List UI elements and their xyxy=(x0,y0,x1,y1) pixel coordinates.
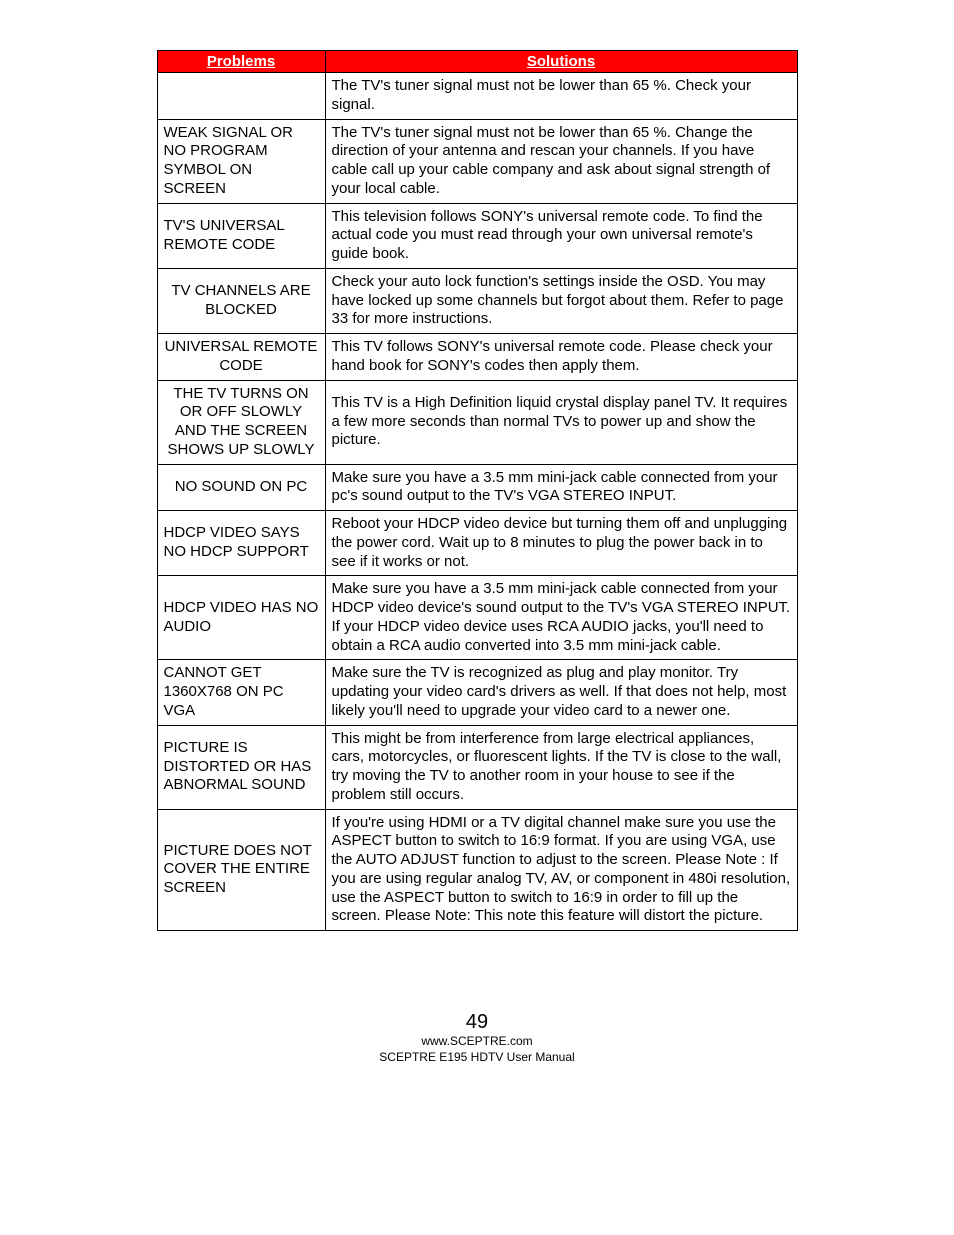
table-row: UNIVERSAL REMOTE CODEThis TV follows SON… xyxy=(157,334,797,381)
solution-cell: This might be from interference from lar… xyxy=(325,725,797,809)
table-row: TV'S UNIVERSAL REMOTE CODEThis televisio… xyxy=(157,203,797,268)
solution-cell: This TV follows SONY's universal remote … xyxy=(325,334,797,381)
problem-cell: WEAK SIGNAL OR NO PROGRAM SYMBOL ON SCRE… xyxy=(157,119,325,203)
problem-cell: THE TV TURNS ON OR OFF SLOWLY AND THE SC… xyxy=(157,380,325,464)
footer-manual-title: SCEPTRE E195 HDTV User Manual xyxy=(0,1050,954,1066)
solution-cell: This television follows SONY's universal… xyxy=(325,203,797,268)
table-row: PICTURE DOES NOT COVER THE ENTIRE SCREEN… xyxy=(157,809,797,931)
solution-cell: Reboot your HDCP video device but turnin… xyxy=(325,511,797,576)
page-number: 49 xyxy=(0,1011,954,1034)
problem-cell: NO SOUND ON PC xyxy=(157,464,325,511)
table-row: HDCP VIDEO SAYS NO HDCP SUPPORTReboot yo… xyxy=(157,511,797,576)
problem-cell: UNIVERSAL REMOTE CODE xyxy=(157,334,325,381)
header-problems: Problems xyxy=(157,51,325,73)
solution-cell: Make sure you have a 3.5 mm mini-jack ca… xyxy=(325,576,797,660)
footer-url: www.SCEPTRE.com xyxy=(0,1034,954,1050)
table-header-row: Problems Solutions xyxy=(157,51,797,73)
problem-cell: TV CHANNELS ARE BLOCKED xyxy=(157,268,325,333)
solution-cell: Make sure you have a 3.5 mm mini-jack ca… xyxy=(325,464,797,511)
solution-cell: The TV's tuner signal must not be lower … xyxy=(325,73,797,120)
problem-cell: PICTURE DOES NOT COVER THE ENTIRE SCREEN xyxy=(157,809,325,931)
solution-cell: Check your auto lock function's settings… xyxy=(325,268,797,333)
solution-cell: This TV is a High Definition liquid crys… xyxy=(325,380,797,464)
manual-page: Problems Solutions The TV's tuner signal… xyxy=(0,0,954,1105)
problem-cell: HDCP VIDEO HAS NO AUDIO xyxy=(157,576,325,660)
table-row: CANNOT GET 1360X768 ON PC VGAMake sure t… xyxy=(157,660,797,725)
table-row: The TV's tuner signal must not be lower … xyxy=(157,73,797,120)
table-row: THE TV TURNS ON OR OFF SLOWLY AND THE SC… xyxy=(157,380,797,464)
troubleshooting-table: Problems Solutions The TV's tuner signal… xyxy=(157,50,798,931)
table-row: PICTURE IS DISTORTED OR HAS ABNORMAL SOU… xyxy=(157,725,797,809)
solution-cell: If you're using HDMI or a TV digital cha… xyxy=(325,809,797,931)
problem-cell: CANNOT GET 1360X768 ON PC VGA xyxy=(157,660,325,725)
table-row: WEAK SIGNAL OR NO PROGRAM SYMBOL ON SCRE… xyxy=(157,119,797,203)
table-row: HDCP VIDEO HAS NO AUDIOMake sure you hav… xyxy=(157,576,797,660)
problem-cell: HDCP VIDEO SAYS NO HDCP SUPPORT xyxy=(157,511,325,576)
problem-cell xyxy=(157,73,325,120)
problem-cell: TV'S UNIVERSAL REMOTE CODE xyxy=(157,203,325,268)
solution-cell: The TV's tuner signal must not be lower … xyxy=(325,119,797,203)
problem-cell: PICTURE IS DISTORTED OR HAS ABNORMAL SOU… xyxy=(157,725,325,809)
page-footer: 49 www.SCEPTRE.com SCEPTRE E195 HDTV Use… xyxy=(0,1011,954,1065)
table-row: TV CHANNELS ARE BLOCKEDCheck your auto l… xyxy=(157,268,797,333)
header-solutions: Solutions xyxy=(325,51,797,73)
solution-cell: Make sure the TV is recognized as plug a… xyxy=(325,660,797,725)
table-row: NO SOUND ON PCMake sure you have a 3.5 m… xyxy=(157,464,797,511)
